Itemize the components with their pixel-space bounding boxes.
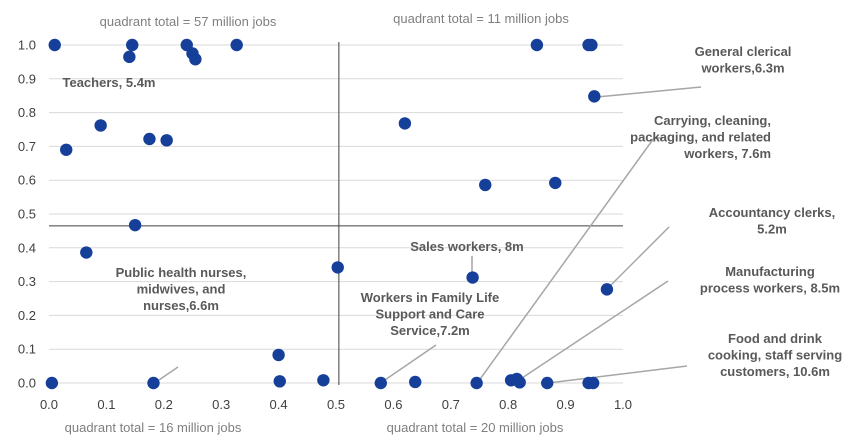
axis-ticks: 0.0 0.1 0.2 0.3 0.4 0.5 0.6 0.7 0.8 0.9 1.0 0.0 0.1 0…: [18, 38, 632, 413]
data-point: [48, 38, 61, 52]
x-tick-label: 0.4: [270, 397, 288, 412]
data-point: [374, 376, 387, 390]
data-point: [189, 52, 202, 66]
annotation-label: process workers, 8.5m: [700, 281, 840, 296]
data-point: [588, 90, 601, 103]
annotation-label: workers, 7.6m: [683, 146, 771, 161]
annotation-leader-line: [518, 280, 669, 381]
y-tick-label: 0.2: [18, 308, 36, 323]
annotation-label: Public health nurses,: [116, 265, 247, 280]
y-tick-label: 0.1: [18, 342, 36, 357]
annotation-label: nurses,6.6m: [143, 298, 219, 313]
x-tick-label: 0.3: [212, 397, 230, 412]
x-tick-label: 0.6: [384, 397, 402, 412]
data-point: [272, 348, 285, 362]
annotation-label: midwives, and: [137, 282, 226, 297]
data-point: [466, 271, 479, 284]
quadrant-total-bottom-left: quadrant total = 16 million jobs: [65, 420, 242, 435]
annotation-label: Service,7.2m: [390, 323, 470, 338]
quadrant-dividers: [49, 42, 623, 385]
x-tick-label: 1.0: [614, 397, 632, 412]
y-tick-label: 0.9: [18, 71, 36, 86]
data-point: [126, 38, 139, 52]
x-tick-label: 0.9: [557, 397, 575, 412]
annotation-label: 5.2m: [757, 222, 787, 237]
x-tick-label: 0.1: [97, 397, 115, 412]
x-tick-label: 0.7: [442, 397, 460, 412]
annotation-label: Workers in Family Life: [361, 290, 499, 305]
annotation-label: customers, 10.6m: [720, 364, 830, 379]
annotation-leader-line: [381, 344, 437, 383]
annotation-leader-line: [155, 366, 179, 383]
data-point: [470, 376, 483, 390]
y-tick-label: 0.7: [18, 139, 36, 154]
data-point: [586, 376, 600, 390]
annotation-label: cooking, staff serving: [708, 348, 842, 363]
y-tick-label: 0.5: [18, 207, 36, 222]
data-point: [80, 246, 93, 259]
annotation-labels: Teachers, 5.4m General clerical workers,6.…: [63, 44, 843, 379]
x-tick-label: 0.0: [40, 397, 58, 412]
data-point: [513, 376, 526, 389]
data-point: [273, 375, 286, 388]
y-tick-label: 0.0: [18, 376, 36, 391]
annotation-label: Sales workers, 8m: [410, 239, 523, 254]
data-point: [128, 218, 142, 232]
data-point: [230, 38, 243, 52]
data-point: [45, 376, 59, 390]
annotation-label: Carrying, cleaning,: [654, 113, 771, 128]
annotation-leader-line: [477, 137, 663, 383]
annotation-label: workers,6.3m: [700, 61, 784, 76]
annotation-label: Accountancy clerks,: [709, 205, 835, 220]
data-point: [94, 119, 107, 132]
quadrant-total-top-right: quadrant total = 11 million jobs: [393, 11, 569, 26]
data-point: [123, 50, 136, 64]
data-point: [409, 375, 422, 389]
y-tick-label: 0.3: [18, 274, 36, 289]
y-tick-label: 0.6: [18, 173, 36, 188]
annotation-label: Manufacturing: [725, 264, 815, 279]
data-point: [530, 38, 544, 52]
data-point: [398, 117, 412, 130]
data-point: [479, 178, 492, 192]
y-tick-label: 0.4: [18, 240, 36, 255]
annotation-label: Support and Care: [375, 307, 484, 322]
quadrant-total-top-left: quadrant total = 57 million jobs: [100, 14, 277, 29]
data-points: [45, 38, 614, 390]
x-tick-label: 0.5: [327, 397, 345, 412]
data-point: [585, 38, 598, 52]
data-point: [331, 261, 344, 274]
y-tick-label: 0.8: [18, 105, 36, 120]
annotation-leaders: [155, 86, 702, 384]
annotation-label: General clerical: [695, 44, 792, 59]
annotation-leader-line: [547, 365, 688, 384]
data-point: [317, 374, 330, 387]
annotation-label: Teachers, 5.4m: [63, 75, 156, 90]
annotation-leader-line: [607, 226, 670, 289]
y-tick-label: 1.0: [18, 38, 36, 53]
data-point: [147, 376, 160, 390]
data-point: [60, 143, 73, 156]
data-point: [600, 283, 614, 296]
x-tick-label: 0.8: [499, 397, 517, 412]
x-tick-label: 0.2: [155, 397, 173, 412]
annotation-label: Food and drink: [728, 331, 823, 346]
data-point: [143, 132, 156, 146]
data-point: [549, 176, 562, 190]
data-point: [541, 376, 554, 390]
annotation-label: packaging, and related: [630, 130, 771, 145]
data-point: [160, 134, 173, 147]
annotation-leader-line: [596, 86, 702, 98]
quadrant-total-bottom-right: quadrant total = 20 million jobs: [387, 420, 564, 435]
gridlines: [49, 44, 623, 384]
